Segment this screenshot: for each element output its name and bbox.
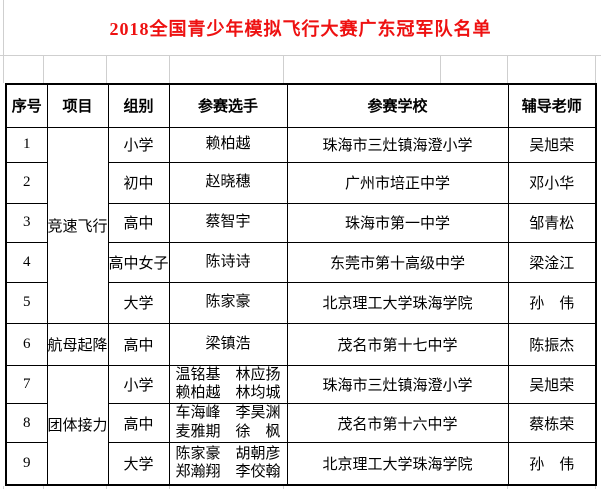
table-row: 6 航母起降 高中 梁镇浩 茂名市第十七中学 陈振杰	[5, 322, 597, 366]
cell-no: 4	[5, 241, 48, 283]
cell-event: 团体接力	[46, 364, 109, 485]
table-row: 4 高中女子 陈诗诗 东莞市第十高级中学 梁淦江	[5, 241, 597, 283]
cell-coach: 孙 伟	[507, 281, 597, 324]
header-no: 序号	[5, 83, 48, 128]
header-players: 参赛选手	[168, 83, 288, 128]
cell-group: 小学	[107, 126, 170, 163]
cell-players: 赖柏越	[168, 126, 288, 163]
cell-group: 高中女子	[107, 241, 170, 283]
cell-school: 珠海市三灶镇海澄小学	[286, 126, 509, 163]
table-row: 1 竞速飞行 小学 赖柏越 珠海市三灶镇海澄小学 吴旭荣	[5, 126, 597, 324]
cell-event: 航母起降	[46, 322, 109, 366]
cell-event: 竞速飞行	[46, 126, 109, 324]
cell-no: 2	[5, 161, 48, 204]
header-coach: 辅导老师	[507, 83, 597, 128]
cell-group: 高中	[107, 322, 170, 366]
spreadsheet-gridlines-bottom	[0, 485, 601, 489]
header-group: 组别	[107, 83, 170, 128]
cell-school: 茂名市第十七中学	[286, 322, 509, 366]
cell-no: 8	[5, 403, 48, 443]
cell-coach: 蔡栋荣	[507, 403, 597, 443]
cell-players: 陈家豪 胡朝彦 郑瀚翔 李佼翰	[168, 442, 288, 485]
table-row: 8 高中 车海峰 李昊渊 麦雅期 徐 枫 茂名市第十六中学 蔡栋荣	[5, 403, 597, 443]
cell-players: 陈家豪	[168, 281, 288, 324]
cell-coach: 邹青松	[507, 202, 597, 243]
cell-coach: 吴旭荣	[507, 126, 597, 163]
cell-coach: 孙 伟	[507, 442, 597, 485]
cell-players: 温铭基 林应扬 赖柏越 林均城	[168, 364, 288, 404]
cell-no: 7	[5, 364, 48, 404]
cell-school: 珠海市第一中学	[286, 202, 509, 243]
table-row: 7 团体接力 小学 温铭基 林应扬 赖柏越 林均城 珠海市三灶镇海澄小学 吴旭荣	[5, 364, 597, 485]
cell-coach: 吴旭荣	[507, 364, 597, 404]
cell-group: 高中	[107, 403, 170, 443]
cell-no: 6	[5, 322, 48, 366]
champions-table: 序号 项目 组别 参赛选手 参赛学校 辅导老师 1 竞速飞行 小学 赖柏越 珠海…	[5, 83, 597, 486]
cell-players: 车海峰 李昊渊 麦雅期 徐 枫	[168, 403, 288, 443]
cell-coach: 陈振杰	[507, 322, 597, 366]
cell-school: 东莞市第十高级中学	[286, 241, 509, 283]
cell-no: 3	[5, 202, 48, 243]
cell-players: 陈诗诗	[168, 241, 288, 283]
table-row: 3 高中 蔡智宇 珠海市第一中学 邹青松	[5, 202, 597, 243]
cell-group: 大学	[107, 281, 170, 324]
header-row: 序号 项目 组别 参赛选手 参赛学校 辅导老师	[5, 83, 597, 128]
cell-school: 北京理工大学珠海学院	[286, 442, 509, 485]
cell-coach: 邓小华	[507, 161, 597, 204]
cell-no: 5	[5, 281, 48, 324]
cell-group: 小学	[107, 364, 170, 404]
cell-players: 蔡智宇	[168, 202, 288, 243]
cell-school: 茂名市第十六中学	[286, 403, 509, 443]
page-title-text: 2018全国青少年模拟飞行大赛广东冠军队名单	[109, 18, 492, 39]
header-event: 项目	[46, 83, 109, 128]
cell-group: 大学	[107, 442, 170, 485]
cell-no: 1	[5, 126, 48, 163]
cell-players: 梁镇浩	[168, 322, 288, 366]
cell-no: 9	[5, 442, 48, 485]
cell-coach: 梁淦江	[507, 241, 597, 283]
table-row: 9 大学 陈家豪 胡朝彦 郑瀚翔 李佼翰 北京理工大学珠海学院 孙 伟	[5, 442, 597, 485]
cell-players: 赵晓穗	[168, 161, 288, 204]
cell-group: 高中	[107, 202, 170, 243]
cell-group: 初中	[107, 161, 170, 204]
header-school: 参赛学校	[286, 83, 509, 128]
page-title: 2018全国青少年模拟飞行大赛广东冠军队名单	[0, 0, 601, 56]
spreadsheet-gridlines-top	[0, 56, 601, 83]
cell-school: 广州市培正中学	[286, 161, 509, 204]
table-row: 5 大学 陈家豪 北京理工大学珠海学院 孙 伟	[5, 281, 597, 324]
cell-school: 北京理工大学珠海学院	[286, 281, 509, 324]
cell-school: 珠海市三灶镇海澄小学	[286, 364, 509, 404]
